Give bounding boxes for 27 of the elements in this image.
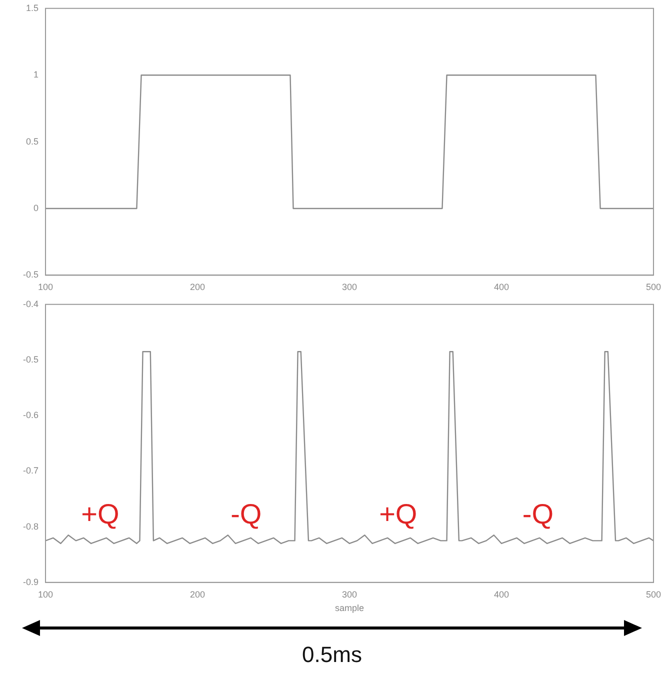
y-tick-label: 0.5	[26, 136, 39, 146]
annotation: +Q	[81, 498, 120, 530]
y-tick-label: -0.5	[22, 270, 39, 280]
annotation: +Q	[379, 498, 418, 530]
y-tick-label: -0.5	[22, 354, 39, 364]
y-tick-label: -0.4	[22, 298, 39, 309]
y-tick-label: -0.9	[22, 576, 39, 587]
x-tick-label: 300	[342, 282, 358, 292]
x-tick-label: 200	[190, 589, 206, 600]
text: 0.5ms	[301, 642, 363, 668]
y-tick-label: -0.7	[22, 466, 39, 476]
x-tick-label: 400	[494, 282, 510, 292]
y-tick-label: 1	[33, 70, 39, 80]
x-axis-title: sample	[334, 603, 364, 614]
x-tick-label: 400	[494, 589, 510, 600]
y-tick-label: -0.8	[22, 521, 39, 532]
x-tick-label: 100	[38, 282, 54, 292]
y-tick-label: 0	[33, 202, 39, 213]
x-tick-label: 200	[190, 282, 206, 292]
x-tick-label: 500	[646, 282, 662, 292]
annotation: -Q	[230, 498, 262, 530]
y-tick-label: -0.6	[22, 410, 39, 420]
annotation: -Q	[522, 498, 554, 530]
y-tick-label: 1.5	[26, 2, 39, 13]
x-tick-label: 100	[38, 589, 54, 600]
x-tick-label: 500	[646, 589, 662, 600]
x-tick-label: 300	[342, 589, 358, 600]
